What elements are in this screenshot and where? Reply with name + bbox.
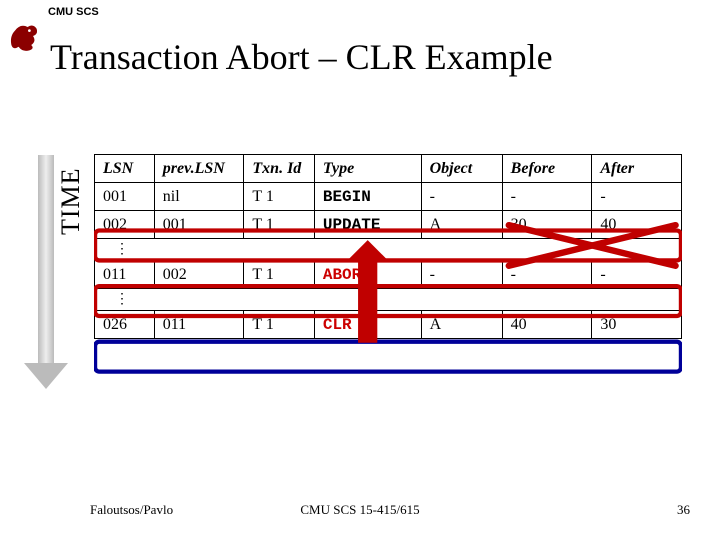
cell: ABORT <box>314 261 421 289</box>
cell: nil <box>154 183 244 211</box>
col-header: Object <box>421 155 502 183</box>
col-header: Before <box>502 155 592 183</box>
col-header: prev.LSN <box>154 155 244 183</box>
cell: A <box>421 211 502 239</box>
cell: 011 <box>95 261 155 289</box>
vdots: ⋮ <box>95 239 682 261</box>
cell: 001 <box>154 211 244 239</box>
cell: 40 <box>502 311 592 339</box>
cell: T 1 <box>244 261 314 289</box>
log-table: LSNprev.LSNTxn. IdTypeObjectBeforeAfter … <box>94 154 682 339</box>
footer-course: CMU SCS 15-415/615 <box>0 502 720 518</box>
cell: - <box>421 183 502 211</box>
cell: 30 <box>502 211 592 239</box>
cell: UPDATE <box>314 211 421 239</box>
cell: 001 <box>95 183 155 211</box>
cell: BEGIN <box>314 183 421 211</box>
time-label: TIME <box>56 167 86 235</box>
cell: 002 <box>154 261 244 289</box>
cell: 011 <box>154 311 244 339</box>
cmu-scotty-logo <box>6 18 42 54</box>
cell: 026 <box>95 311 155 339</box>
col-header: Type <box>314 155 421 183</box>
cell: 30 <box>592 311 682 339</box>
col-header: LSN <box>95 155 155 183</box>
col-header: Txn. Id <box>244 155 314 183</box>
cell: - <box>502 183 592 211</box>
cell: T 1 <box>244 183 314 211</box>
cell: - <box>592 183 682 211</box>
cell: T 1 <box>244 311 314 339</box>
vdots: ⋮ <box>95 289 682 311</box>
cell: 40 <box>592 211 682 239</box>
cell: 002 <box>95 211 155 239</box>
cell: T 1 <box>244 211 314 239</box>
col-header: After <box>592 155 682 183</box>
slide-number: 36 <box>677 502 690 518</box>
slide-title: Transaction Abort – CLR Example <box>50 36 553 78</box>
cell: - <box>502 261 592 289</box>
cell: - <box>421 261 502 289</box>
org-label: CMU SCS <box>48 6 99 18</box>
cell: - <box>592 261 682 289</box>
cell: CLR <box>314 311 421 339</box>
cell: A <box>421 311 502 339</box>
